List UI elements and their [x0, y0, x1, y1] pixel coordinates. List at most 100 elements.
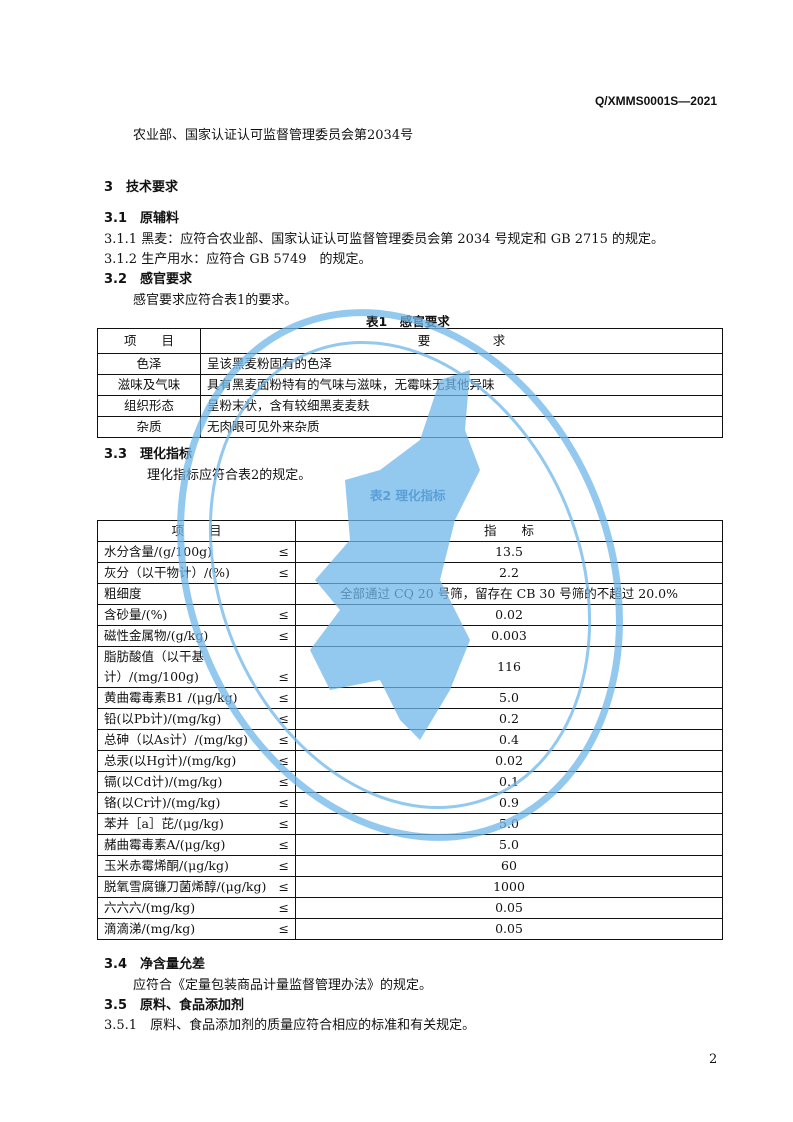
section-3-4-heading: 3.4 净含量允差 [104, 957, 206, 972]
less-equal-sign: ≤ [278, 900, 289, 915]
sensory-table: 项 目 要 求 色泽 呈该黑麦粉固有的色泽 滋味及气味 具有黑麦面粉特有的气味与滋味，… [97, 328, 723, 438]
item-label: 水分含量/(g/100g) [104, 544, 213, 559]
table-header: 项 目 [97, 328, 201, 354]
value-cell: 0.02 [295, 750, 723, 772]
less-equal-sign: ≤ [278, 732, 289, 747]
value-cell: 5.0 [295, 813, 723, 835]
item-cell: 六六六/(mg/kg) ≤ [97, 897, 296, 919]
section-3-2-text: 感官要求应符合表1的要求。 [133, 293, 298, 308]
less-equal-sign: ≤ [278, 753, 289, 768]
value-cell: 5.0 [295, 687, 723, 709]
item-label: 滴滴涕/(mg/kg) [104, 921, 196, 936]
item-cell: 滴滴涕/(mg/kg) ≤ [97, 918, 296, 940]
item-cell: 脂肪酸值（以干基计）/(mg/100g) ≤ [97, 646, 296, 688]
less-equal-sign: ≤ [278, 607, 289, 622]
requirement-cell: 无肉眼可见外来杂质 [200, 416, 723, 438]
item-label: 磁性金属物/(g/kg) [104, 628, 209, 643]
item-cell: 组织形态 [97, 395, 201, 417]
intro-line: 农业部、国家认证认可监督管理委员会第2034号 [133, 128, 414, 143]
table-header-row: 项 目 要 求 [97, 328, 723, 354]
item-cell: 铬(以Cr计)/(mg/kg) ≤ [97, 792, 296, 814]
item-cell: 赭曲霉毒素A/(μg/kg) ≤ [97, 834, 296, 856]
table-row: 总汞(以Hg计)/(mg/kg) ≤0.02 [97, 750, 723, 772]
value-cell: 1000 [295, 876, 723, 898]
table-row: 六六六/(mg/kg) ≤0.05 [97, 897, 723, 919]
table-row: 磁性金属物/(g/kg) ≤0.003 [97, 625, 723, 647]
item-cell: 灰分（以干物计）/(%) ≤ [97, 562, 296, 584]
table-row: 粗细度 全部通过 CQ 20 号筛，留存在 CB 30 号筛的不超过 20.0% [97, 583, 723, 605]
table-row: 脂肪酸值（以干基计）/(mg/100g) ≤116 [97, 646, 723, 688]
table-row: 黄曲霉毒素B1 /(μg/kg) ≤5.0 [97, 687, 723, 709]
table-row: 总砷（以As计）/(mg/kg) ≤0.4 [97, 729, 723, 751]
table-row: 色泽 呈该黑麦粉固有的色泽 [97, 353, 723, 375]
item-label: 脂肪酸值（以干基计）/(mg/100g) [104, 649, 205, 684]
section-3-1-heading: 3.1 原辅料 [104, 211, 180, 226]
value-cell: 0.1 [295, 771, 723, 793]
value-cell: 5.0 [295, 834, 723, 856]
value-cell: 0.2 [295, 708, 723, 730]
section-3-5-heading: 3.5 原料、食品添加剂 [104, 998, 245, 1013]
standard-number: Q/XMMS0001S—2021 [594, 94, 717, 108]
item-cell: 镉(以Cd计)/(mg/kg) ≤ [97, 771, 296, 793]
item-label: 镉(以Cd计)/(mg/kg) [104, 774, 223, 789]
section-3-heading: 3 技术要求 [104, 180, 179, 195]
section-3-1-2: 3.1.2 生产用水：应符合 GB 5749 的规定。 [104, 252, 372, 267]
section-3-2-heading: 3.2 感官要求 [104, 272, 193, 287]
table-row: 玉米赤霉烯酮/(μg/kg) ≤60 [97, 855, 723, 877]
table2-caption: 表2 理化指标 [370, 488, 446, 503]
item-cell: 玉米赤霉烯酮/(μg/kg) ≤ [97, 855, 296, 877]
item-cell: 滋味及气味 [97, 374, 201, 396]
less-equal-sign: ≤ [278, 795, 289, 810]
less-equal-sign: ≤ [278, 669, 289, 684]
table-row: 铅(以Pb计)/(mg/kg) ≤0.2 [97, 708, 723, 730]
value-cell: 0.4 [295, 729, 723, 751]
value-cell: 0.05 [295, 897, 723, 919]
item-label: 含砂量/(%) [104, 607, 168, 622]
item-label: 总汞(以Hg计)/(mg/kg) [104, 753, 237, 768]
value-cell: 60 [295, 855, 723, 877]
value-cell: 全部通过 CQ 20 号筛，留存在 CB 30 号筛的不超过 20.0% [295, 583, 723, 605]
table-row: 杂质 无肉眼可见外来杂质 [97, 416, 723, 438]
item-cell: 总砷（以As计）/(mg/kg) ≤ [97, 729, 296, 751]
less-equal-sign: ≤ [278, 628, 289, 643]
item-label: 灰分（以干物计）/(%) [104, 565, 230, 580]
item-label: 铅(以Pb计)/(mg/kg) [104, 711, 222, 726]
table-row: 苯并［a］芘/(μg/kg) ≤5.0 [97, 813, 723, 835]
item-cell: 磁性金属物/(g/kg) ≤ [97, 625, 296, 647]
section-3-3-text: 理化指标应符合表2的规定。 [147, 468, 312, 483]
item-label: 黄曲霉毒素B1 /(μg/kg) [104, 690, 238, 705]
less-equal-sign: ≤ [278, 921, 289, 936]
value-cell: 13.5 [295, 541, 723, 563]
less-equal-sign: ≤ [278, 774, 289, 789]
table-row: 灰分（以干物计）/(%) ≤2.2 [97, 562, 723, 584]
requirement-cell: 呈粉末状，含有较细黑麦麦麸 [200, 395, 723, 417]
table-row: 赭曲霉毒素A/(μg/kg) ≤5.0 [97, 834, 723, 856]
value-cell: 0.02 [295, 604, 723, 626]
item-label: 脱氧雪腐镰刀菌烯醇/(μg/kg) [104, 879, 267, 894]
item-cell: 黄曲霉毒素B1 /(μg/kg) ≤ [97, 687, 296, 709]
table-row: 铬(以Cr计)/(mg/kg) ≤0.9 [97, 792, 723, 814]
item-cell: 杂质 [97, 416, 201, 438]
page-number: 2 [709, 1052, 718, 1067]
less-equal-sign: ≤ [278, 565, 289, 580]
table-header-row: 项 目 指 标 [97, 520, 723, 542]
less-equal-sign: ≤ [278, 544, 289, 559]
item-cell: 色泽 [97, 353, 201, 375]
less-equal-sign: ≤ [278, 816, 289, 831]
less-equal-sign: ≤ [278, 879, 289, 894]
value-cell: 0.003 [295, 625, 723, 647]
value-cell: 116 [295, 646, 723, 688]
value-cell: 2.2 [295, 562, 723, 584]
item-label: 玉米赤霉烯酮/(μg/kg) [104, 858, 229, 873]
item-label: 苯并［a］芘/(μg/kg) [104, 816, 224, 831]
table-row: 镉(以Cd计)/(mg/kg) ≤0.1 [97, 771, 723, 793]
table-row: 含砂量/(%) ≤0.02 [97, 604, 723, 626]
item-label: 六六六/(mg/kg) [104, 900, 196, 915]
section-3-1-1: 3.1.1 黑麦：应符合农业部、国家认证认可监督管理委员会第 2034 号规定和… [104, 232, 664, 247]
less-equal-sign: ≤ [278, 690, 289, 705]
section-3-3-heading: 3.3 理化指标 [104, 447, 193, 462]
value-cell: 0.9 [295, 792, 723, 814]
table-header: 指 标 [295, 520, 723, 542]
section-3-4-text: 应符合《定量包装商品计量监督管理办法》的规定。 [133, 978, 433, 993]
